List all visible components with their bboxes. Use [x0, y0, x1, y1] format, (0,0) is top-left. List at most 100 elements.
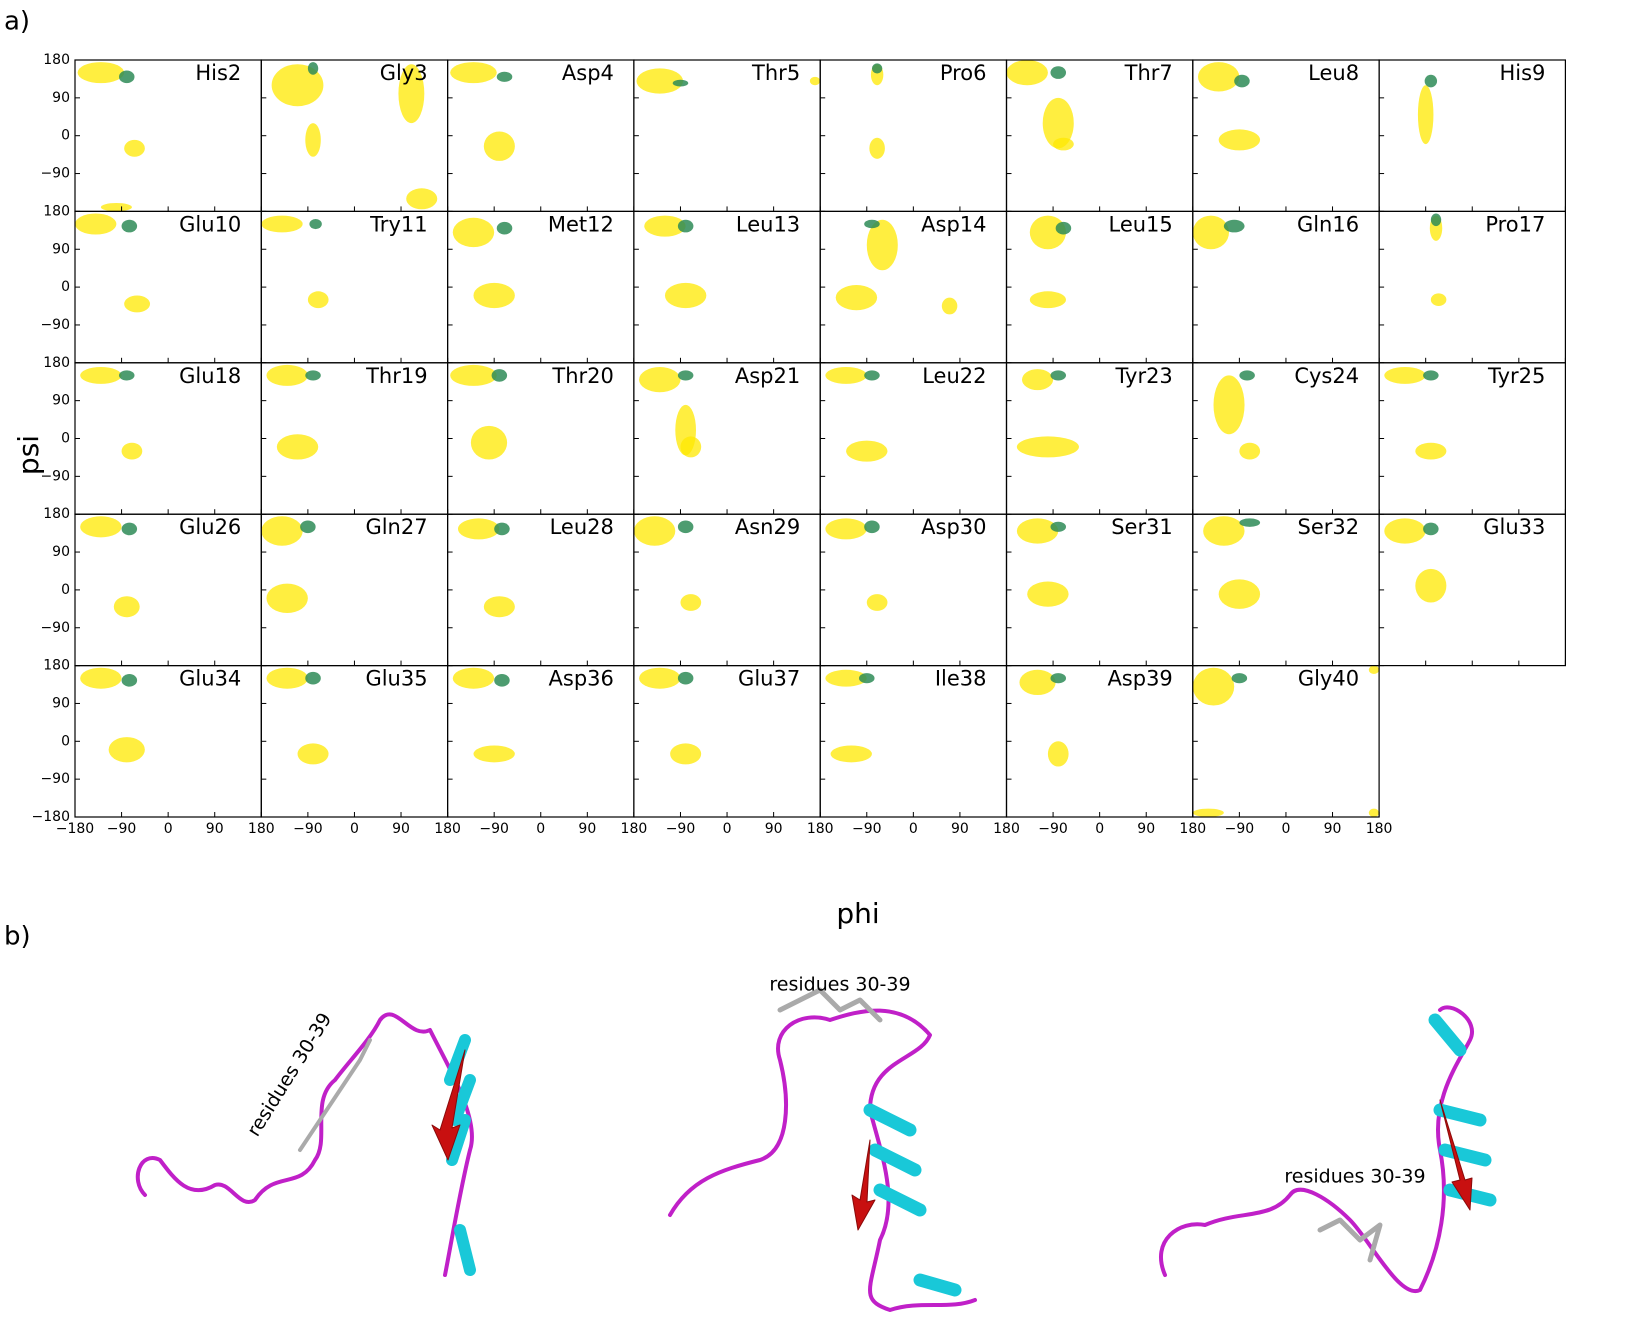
panel [1417, 74, 1438, 145]
x-tick-label: 90 [206, 821, 224, 837]
sheet [851, 1139, 876, 1231]
panel [266, 667, 329, 765]
x-tick-label: 0 [164, 821, 173, 837]
x-tick-label: 180 [621, 821, 648, 837]
x-tick-label: 90 [1137, 821, 1155, 837]
point-cluster [1218, 129, 1261, 151]
panel-title: Tyr23 [1114, 364, 1172, 388]
panel [261, 516, 316, 614]
point-cluster [80, 367, 122, 384]
x-axis-label: phi [836, 897, 879, 930]
point-cluster [825, 669, 867, 687]
sheet [431, 1049, 466, 1161]
point-cluster [457, 518, 500, 540]
point-cluster [1384, 518, 1426, 544]
point-cluster [1050, 370, 1067, 381]
panel [450, 62, 515, 161]
panel-title: Thr5 [751, 61, 800, 85]
point-cluster [1053, 137, 1074, 151]
panel-title: Glu35 [365, 667, 427, 691]
panel-title: Gly40 [1298, 667, 1359, 691]
point-cluster [1239, 370, 1255, 381]
panel [1016, 369, 1079, 458]
y-tick-label: 0 [61, 128, 70, 144]
panel-title: Glu10 [179, 212, 241, 236]
x-tick-label: 0 [350, 821, 359, 837]
point-cluster [121, 219, 138, 233]
panel-title: Cys24 [1294, 364, 1359, 388]
sheet [1439, 1099, 1473, 1211]
panel [77, 62, 145, 212]
structure-label: residues 30-39 [769, 974, 910, 996]
point-cluster [1239, 442, 1261, 460]
point-cluster [1047, 741, 1069, 767]
panel-grid: His2 −90 0 90 180 Gly3 Asp4 Thr5 Pro6 Thr7 Leu8 His… [32, 52, 1566, 837]
y-tick-label: 90 [52, 393, 70, 409]
panel-title: Asp36 [549, 667, 614, 691]
point-cluster [1231, 673, 1248, 684]
y-tick-label: 90 [52, 544, 70, 560]
x-tick-label: −90 [666, 821, 696, 837]
point-cluster [1430, 213, 1442, 227]
point-cluster [1050, 66, 1067, 79]
point-cluster [452, 217, 495, 248]
y-tick-label: −180 [32, 809, 70, 825]
point-cluster [1019, 669, 1056, 696]
x-tick-label: −90 [293, 821, 323, 837]
panel-title: Leu28 [550, 515, 614, 539]
point-cluster [1368, 665, 1380, 675]
point-cluster [1016, 436, 1079, 458]
point-cluster [866, 219, 898, 271]
panel-label: a) [4, 7, 30, 37]
point-cluster [1424, 74, 1438, 88]
point-cluster [825, 367, 867, 384]
point-cluster [113, 596, 140, 618]
x-tick-label: 180 [434, 821, 461, 837]
point-cluster [846, 440, 888, 462]
x-tick-label: 0 [1095, 821, 1104, 837]
panel [633, 516, 702, 611]
panel [452, 217, 515, 309]
point-cluster [305, 671, 321, 685]
point-cluster [473, 745, 515, 763]
point-cluster [77, 62, 125, 84]
x-tick-label: 180 [248, 821, 275, 837]
point-cluster [1050, 521, 1067, 532]
point-cluster [1213, 375, 1245, 435]
point-cluster [1415, 442, 1447, 460]
panel-title: His9 [1499, 61, 1545, 85]
point-cluster [677, 671, 694, 685]
helix [1428, 1013, 1497, 1207]
point-cluster [864, 370, 880, 381]
x-tick-label: −180 [56, 821, 94, 837]
point-cluster [1197, 62, 1240, 92]
point-cluster [494, 674, 510, 687]
point-cluster [494, 522, 510, 536]
panel [1192, 215, 1245, 250]
panel [1006, 60, 1074, 151]
panel-label: b) [4, 922, 31, 952]
point-cluster [639, 367, 681, 393]
panel [1019, 669, 1069, 767]
panel-title: Thr19 [365, 364, 428, 388]
x-tick-label: 0 [1281, 821, 1290, 837]
x-tick-label: 90 [951, 821, 969, 837]
panel-title: Thr20 [551, 364, 614, 388]
panel-title: His2 [195, 61, 241, 85]
panel [80, 367, 143, 460]
panel-title: Thr7 [1124, 61, 1173, 85]
x-tick-label: 180 [1366, 821, 1393, 837]
x-tick-label: −90 [852, 821, 882, 837]
point-cluster [677, 370, 694, 381]
y-tick-label: 180 [43, 658, 70, 674]
point-cluster [491, 369, 508, 382]
side-chains [777, 987, 883, 1023]
panel-title: Ile38 [935, 667, 987, 691]
point-cluster [271, 64, 324, 107]
point-cluster [305, 123, 321, 157]
point-cluster [1203, 516, 1245, 546]
panel [1213, 370, 1261, 460]
y-axis-label: psi [12, 435, 45, 475]
panel [452, 667, 515, 763]
point-cluster [633, 516, 676, 546]
